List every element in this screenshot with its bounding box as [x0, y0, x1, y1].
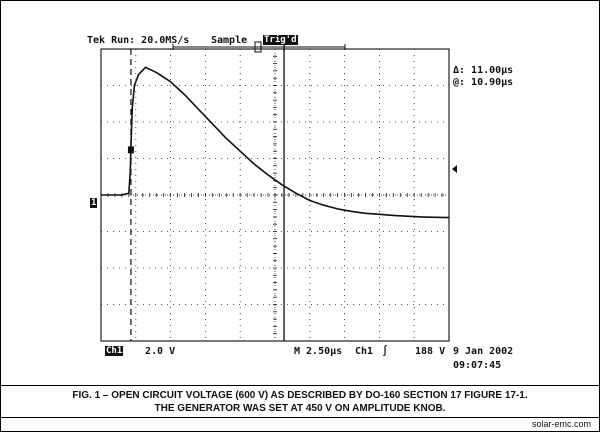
- scope-screen: [100, 41, 457, 342]
- trigger-slope-icon: ∫: [382, 346, 389, 357]
- markers-layer: [127, 41, 457, 173]
- record-window-position: [254, 41, 262, 53]
- trigger-status-badge: Trig'd: [263, 35, 298, 45]
- trigger-level-arrow-icon: [452, 165, 457, 173]
- channel-badge: Ch1: [105, 346, 124, 356]
- trigger-point-marker: [127, 146, 134, 154]
- trigger-level: 188 V: [415, 346, 446, 357]
- cursor-lines: [130, 49, 285, 341]
- cursor-position-readout: @: 10.90μs: [453, 77, 514, 88]
- volts-per-div: 2.0 V: [145, 346, 176, 357]
- caption-line-1: FIG. 1 – OPEN CIRCUIT VOLTAGE (600 V) AS…: [72, 390, 528, 401]
- graticule: [100, 48, 450, 342]
- timebase-readout: M 2.50μs: [294, 346, 343, 357]
- waveform-trace: [101, 66, 450, 219]
- capture-time: 09:07:45: [453, 360, 502, 371]
- source-credit: solar-emc.com: [531, 419, 591, 429]
- waveform-layer: [101, 66, 450, 219]
- cursor-delta-readout: Δ: 11.00μs: [453, 65, 514, 76]
- figure-caption: FIG. 1 – OPEN CIRCUIT VOLTAGE (600 V) AS…: [1, 385, 599, 418]
- capture-date: 9 Jan 2002: [453, 346, 514, 357]
- caption-line-2: THE GENERATOR WAS SET AT 450 V ON AMPLIT…: [154, 403, 446, 414]
- channel-ground-marker: 1: [90, 198, 98, 208]
- run-status: Tek Run: 20.0MS/s: [87, 35, 190, 46]
- acquire-mode: Sample: [211, 35, 248, 46]
- trigger-source: Ch1: [355, 346, 374, 357]
